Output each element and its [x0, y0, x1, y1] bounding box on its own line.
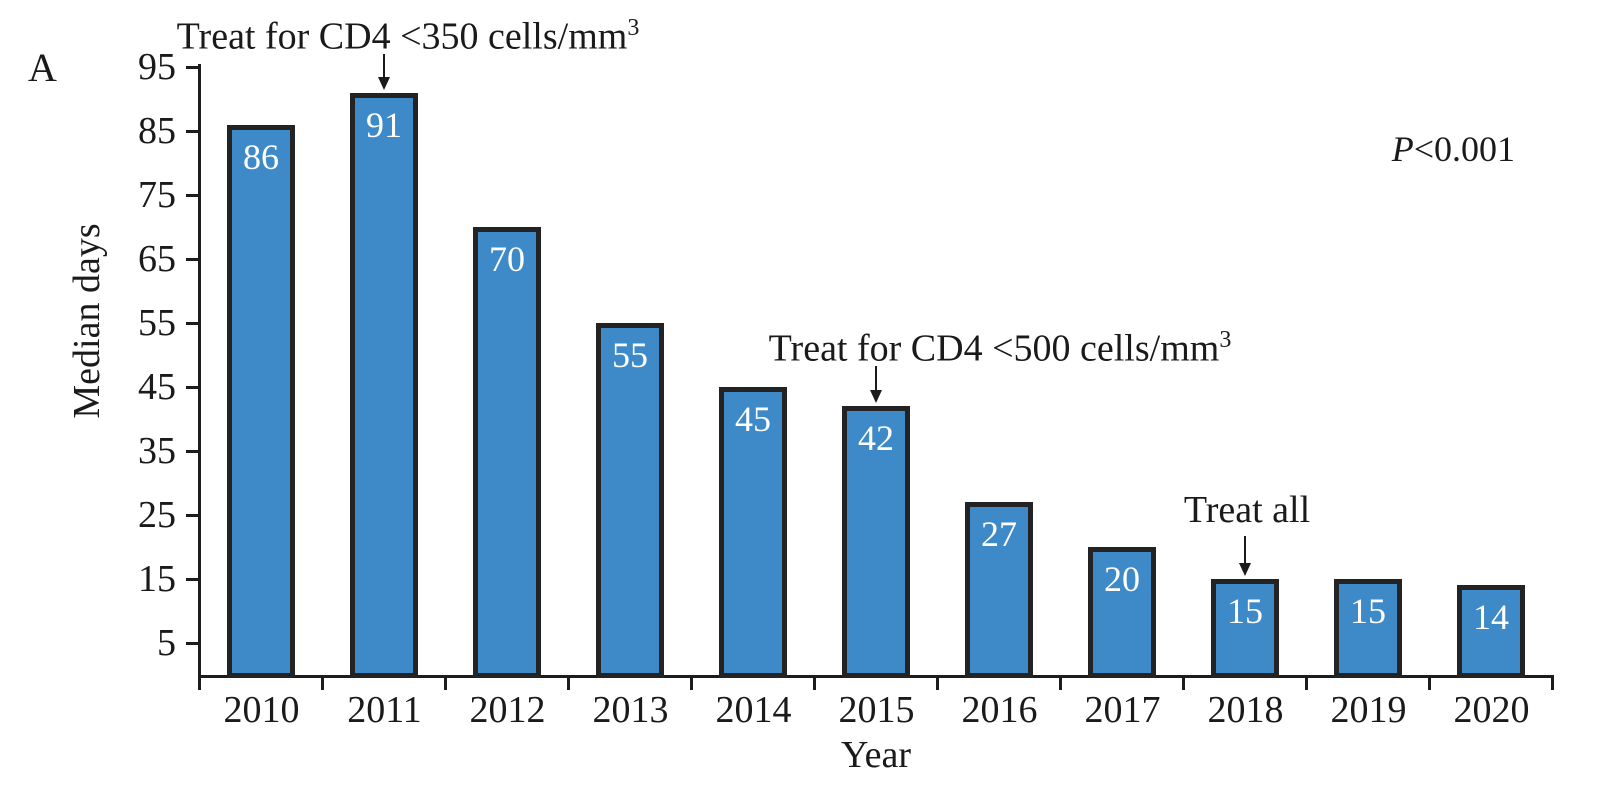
x-tick-mark [1182, 675, 1185, 690]
bar-2013: 55 [596, 323, 664, 678]
x-tick-mark [813, 675, 816, 690]
y-tick-mark [186, 258, 199, 261]
y-tick-mark [186, 578, 199, 581]
bar-2014: 45 [719, 387, 787, 678]
x-tick-mark [690, 675, 693, 690]
bar-value-label: 14 [1473, 597, 1509, 637]
x-tick-label-2011: 2011 [347, 689, 422, 731]
y-tick-mark [186, 322, 199, 325]
annotation-arrow-line [383, 54, 385, 77]
y-tick-label: 85 [138, 110, 176, 152]
y-tick-mark [186, 450, 199, 453]
annotation-label: Treat for CD4 <500 cells/mm [768, 327, 1220, 370]
y-tick-label: 15 [138, 558, 176, 600]
bar-value-label: 27 [981, 514, 1017, 554]
x-tick-label-2010: 2010 [223, 689, 300, 731]
y-tick-label: 25 [138, 494, 176, 536]
bar-value-label: 91 [366, 105, 402, 145]
x-tick-label-2014: 2014 [715, 689, 792, 731]
y-tick-label: 95 [138, 46, 176, 88]
annotation-arrow-head [1239, 563, 1251, 576]
y-tick-mark [186, 130, 199, 133]
x-tick-mark [1305, 675, 1308, 690]
bar-value-label: 20 [1104, 559, 1140, 599]
panel-label: A [28, 45, 57, 90]
x-tick-mark [567, 675, 570, 690]
y-tick-mark [186, 66, 199, 69]
y-tick-label: 65 [138, 238, 176, 280]
bar-value-label: 45 [735, 399, 771, 439]
bar-2010: 86 [227, 125, 295, 678]
p-value-number: <0.001 [1413, 129, 1515, 169]
x-tick-mark [1551, 675, 1554, 690]
x-tick-mark [444, 675, 447, 690]
x-tick-label-2020: 2020 [1453, 689, 1530, 731]
p-value-annotation: P<0.001 [1195, 128, 1515, 170]
bar-value-label: 55 [612, 335, 648, 375]
annotation-label: Treat all [1183, 489, 1311, 531]
annotation-text: Treat for CD4 <350 cells/mm3 [177, 6, 640, 59]
x-tick-label-2012: 2012 [469, 689, 546, 731]
bar-value-label: 15 [1350, 591, 1386, 631]
bar-2012: 70 [473, 227, 541, 678]
x-tick-mark [936, 675, 939, 690]
y-tick-label: 55 [138, 302, 176, 344]
bar-2011: 91 [350, 93, 418, 678]
x-axis-title: Year [840, 734, 912, 776]
annotation-arrow-head [378, 77, 390, 90]
bar-2020: 14 [1457, 585, 1525, 678]
bar-2017: 20 [1088, 547, 1156, 678]
annotation-text: Treat all [1184, 488, 1310, 532]
bar-2018: 15 [1211, 579, 1279, 678]
y-axis-line [198, 64, 201, 678]
x-tick-label-2017: 2017 [1084, 689, 1161, 731]
x-tick-label-2016: 2016 [961, 689, 1038, 731]
x-tick-label-2013: 2013 [592, 689, 669, 731]
annotation-superscript: 3 [627, 15, 640, 41]
bar-2015: 42 [842, 406, 910, 678]
y-tick-label: 75 [138, 174, 176, 216]
x-tick-label-2015: 2015 [838, 689, 915, 731]
y-tick-label: 45 [138, 366, 176, 408]
y-tick-mark [186, 514, 199, 517]
annotation-arrow-head [870, 390, 882, 403]
bar-value-label: 70 [489, 239, 525, 279]
y-tick-mark [186, 642, 199, 645]
y-tick-mark [186, 386, 199, 389]
bar-2019: 15 [1334, 579, 1402, 678]
y-tick-mark [186, 194, 199, 197]
bar-value-label: 42 [858, 418, 894, 458]
x-tick-mark [1428, 675, 1431, 690]
annotation-text: Treat for CD4 <500 cells/mm3 [769, 318, 1232, 371]
x-tick-mark [198, 675, 201, 690]
bar-value-label: 15 [1227, 591, 1263, 631]
annotation-label: Treat for CD4 <350 cells/mm [176, 15, 628, 58]
x-tick-mark [1059, 675, 1062, 690]
x-tick-label-2018: 2018 [1207, 689, 1284, 731]
annotation-arrow-line [875, 366, 877, 390]
x-tick-label-2019: 2019 [1330, 689, 1407, 731]
annotation-arrow-line [1244, 536, 1246, 563]
p-value-symbol: P [1391, 129, 1414, 169]
annotation-superscript: 3 [1219, 327, 1232, 353]
y-tick-label: 35 [138, 430, 176, 472]
y-tick-label: 5 [157, 622, 176, 664]
x-tick-mark [321, 675, 324, 690]
bar-value-label: 86 [243, 137, 279, 177]
bar-2016: 27 [965, 502, 1033, 678]
